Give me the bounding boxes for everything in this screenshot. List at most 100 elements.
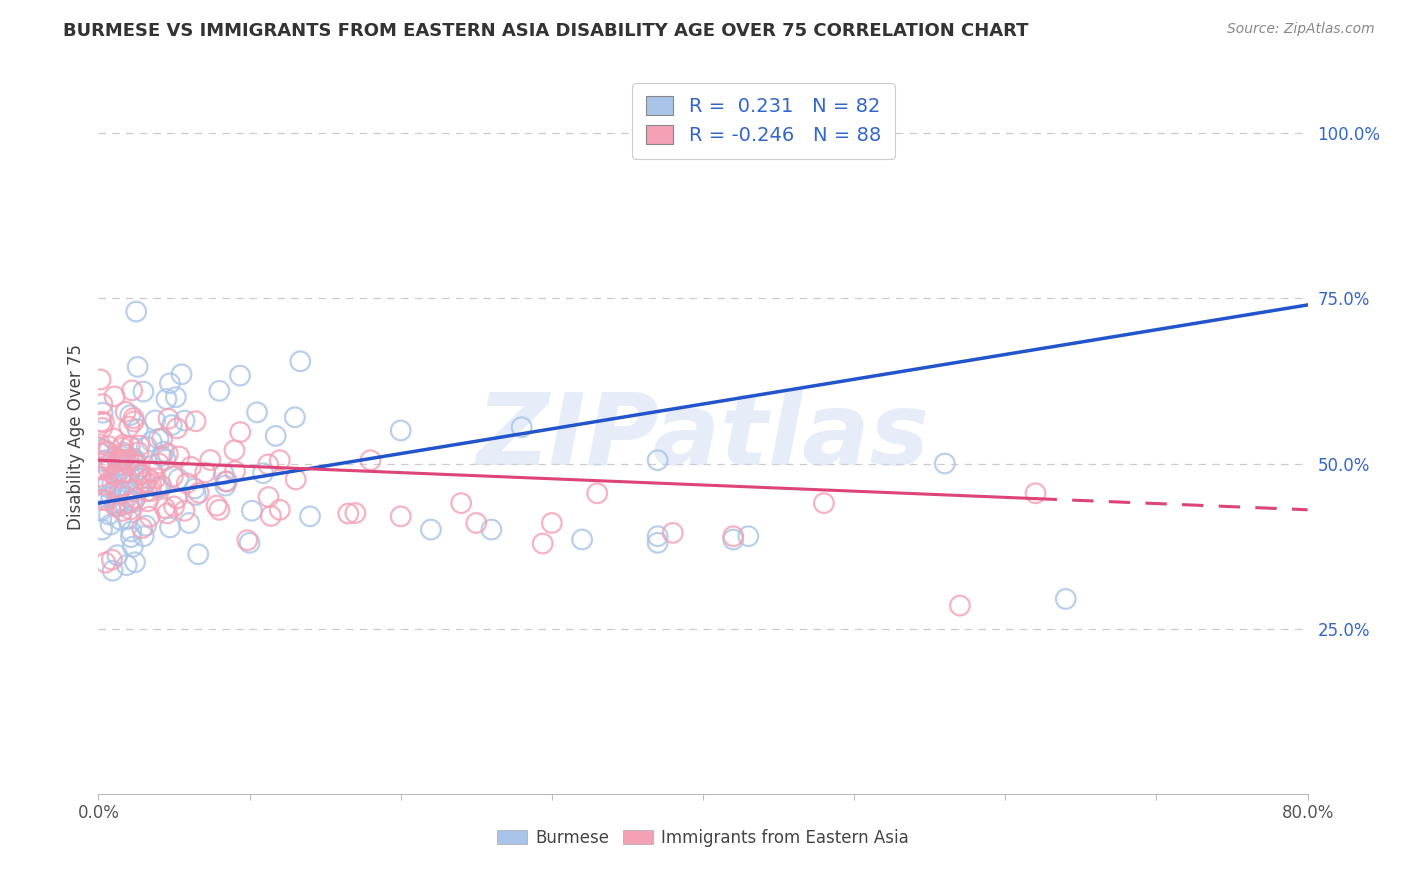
Point <box>139 484 162 499</box>
Point <box>205 499 228 513</box>
Point <box>121 452 143 467</box>
Point <box>115 470 138 484</box>
Point <box>108 452 131 467</box>
Point <box>90 415 112 429</box>
Point <box>236 533 259 548</box>
Point <box>239 536 262 550</box>
Point <box>97 475 120 490</box>
Point <box>96 444 118 458</box>
Point <box>121 384 143 398</box>
Point <box>540 516 562 530</box>
Point <box>337 507 360 521</box>
Point <box>465 516 488 530</box>
Point <box>450 496 472 510</box>
Point <box>176 476 198 491</box>
Point <box>108 487 131 501</box>
Point <box>269 453 291 467</box>
Point <box>96 493 118 508</box>
Point <box>110 458 132 473</box>
Point <box>661 525 683 540</box>
Point <box>107 500 129 514</box>
Point <box>647 529 669 543</box>
Point <box>128 445 150 459</box>
Point <box>187 485 209 500</box>
Point <box>127 359 149 374</box>
Point <box>100 490 122 504</box>
Point <box>586 486 609 500</box>
Point <box>100 517 122 532</box>
Point <box>125 458 148 472</box>
Point <box>160 418 183 433</box>
Point <box>89 462 111 476</box>
Point <box>136 494 159 508</box>
Point <box>114 405 136 419</box>
Point <box>157 411 180 425</box>
Point <box>94 453 117 467</box>
Text: BURMESE VS IMMIGRANTS FROM EASTERN ASIA DISABILITY AGE OVER 75 CORRELATION CHART: BURMESE VS IMMIGRANTS FROM EASTERN ASIA … <box>63 22 1029 40</box>
Point <box>120 530 142 544</box>
Point <box>89 469 111 483</box>
Point <box>94 480 117 494</box>
Point <box>128 478 150 492</box>
Point <box>97 461 120 475</box>
Point <box>240 504 263 518</box>
Point <box>723 533 745 547</box>
Point <box>257 490 280 504</box>
Point <box>173 504 195 518</box>
Point <box>89 437 111 451</box>
Point <box>141 465 163 479</box>
Point <box>183 482 205 496</box>
Point <box>112 452 135 467</box>
Point <box>169 450 191 464</box>
Point <box>229 425 252 439</box>
Point <box>97 508 120 522</box>
Point <box>100 455 122 469</box>
Point <box>127 422 149 436</box>
Point <box>115 558 138 573</box>
Point <box>166 491 188 506</box>
Point <box>136 440 159 454</box>
Point <box>105 548 128 562</box>
Point <box>165 390 187 404</box>
Point <box>117 512 139 526</box>
Point <box>420 523 443 537</box>
Legend: Burmese, Immigrants from Eastern Asia: Burmese, Immigrants from Eastern Asia <box>491 822 915 854</box>
Point <box>94 478 117 492</box>
Point <box>127 465 149 479</box>
Point <box>571 533 593 547</box>
Point <box>224 443 246 458</box>
Point <box>934 457 956 471</box>
Point <box>194 466 217 480</box>
Point <box>143 413 166 427</box>
Point <box>111 450 134 464</box>
Point <box>252 466 274 480</box>
Point <box>135 484 157 499</box>
Point <box>187 547 209 561</box>
Point <box>104 497 127 511</box>
Point <box>184 488 207 502</box>
Point <box>152 444 174 458</box>
Point <box>155 392 177 406</box>
Point <box>389 509 412 524</box>
Point <box>101 475 124 490</box>
Point <box>146 480 169 494</box>
Point <box>155 452 177 467</box>
Point <box>91 442 114 457</box>
Point <box>103 432 125 446</box>
Point <box>121 493 143 508</box>
Point <box>162 469 184 483</box>
Point <box>163 500 186 514</box>
Y-axis label: Disability Age Over 75: Disability Age Over 75 <box>66 344 84 530</box>
Point <box>111 441 134 455</box>
Point <box>360 453 382 467</box>
Point <box>481 523 503 537</box>
Point <box>129 472 152 486</box>
Point <box>132 384 155 399</box>
Point <box>138 471 160 485</box>
Point <box>170 368 193 382</box>
Point <box>135 518 157 533</box>
Point <box>117 491 139 505</box>
Point <box>127 462 149 476</box>
Point <box>531 536 554 550</box>
Point <box>118 439 141 453</box>
